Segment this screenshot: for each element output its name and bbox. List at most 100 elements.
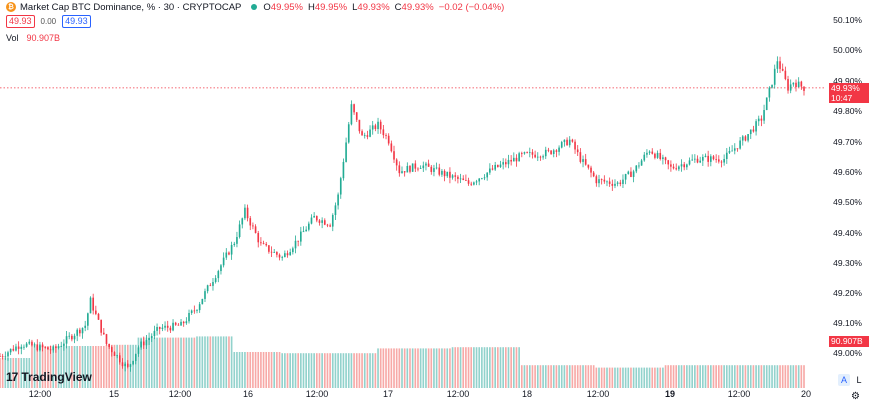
volume-bar [512, 347, 515, 388]
volume-bar [214, 336, 217, 388]
candle-body [739, 140, 741, 149]
volume-bar [489, 347, 491, 388]
volume-bar [550, 365, 552, 388]
volume-bar [206, 336, 209, 388]
candle-body [752, 129, 755, 132]
candle-body [302, 231, 305, 233]
candle-body [23, 346, 25, 348]
volume-bar [305, 353, 307, 388]
volume-bar [76, 346, 79, 388]
volume-bar [736, 365, 739, 388]
volume-bar [494, 347, 497, 388]
candle-body [124, 363, 126, 367]
volume-bar [337, 353, 339, 388]
candle-body [326, 224, 329, 226]
candle-body [153, 330, 156, 337]
candle-body [749, 129, 752, 135]
candle-body [515, 157, 518, 162]
volume-bar [667, 365, 670, 388]
candle-body [608, 181, 611, 184]
volume-bar [528, 365, 531, 388]
candle-body [217, 271, 220, 279]
volume-bar [7, 358, 9, 388]
volume-bar [182, 337, 185, 388]
symbol-title[interactable]: Market Cap BTC Dominance, % · 30 · CRYPT… [20, 1, 242, 13]
candle-body [28, 341, 31, 344]
candle-body [220, 265, 222, 272]
volume-bar [313, 353, 315, 388]
volume-bar [116, 344, 118, 388]
candle-body [233, 243, 236, 246]
candle-body [731, 150, 733, 152]
current-price-value: 49.93% [831, 82, 860, 93]
volume-bar [366, 353, 369, 388]
time-axis-label: 16 [242, 389, 254, 399]
volume-bar [688, 365, 691, 388]
volume-bar [134, 344, 137, 388]
volume-bar [137, 337, 140, 388]
volume-bar [587, 365, 590, 388]
candle-body [140, 341, 142, 348]
candle-body [369, 129, 371, 137]
candle-body [558, 147, 560, 152]
volume-bar [622, 367, 624, 388]
tradingview-logo[interactable]: 17 TradingView [6, 370, 92, 384]
volume-bar [4, 358, 7, 388]
volume-bar [536, 365, 539, 388]
candle-body [63, 343, 65, 346]
candle-body [592, 172, 595, 177]
candle-body [374, 125, 377, 130]
volume-bar [675, 365, 678, 388]
candle-body [600, 179, 603, 180]
candle-body [249, 218, 252, 226]
candle-body [95, 310, 97, 314]
candle-body [254, 226, 257, 234]
candle-body [84, 325, 87, 328]
candle-body [25, 343, 28, 347]
volume-bar [670, 365, 672, 388]
candle-body [310, 217, 313, 224]
volume-bar [220, 336, 222, 388]
volume-bar [441, 348, 443, 388]
volume-bar [566, 365, 568, 388]
auto-scale-button[interactable]: A [838, 374, 850, 386]
volume-bar [712, 365, 715, 388]
volume-bar [73, 346, 76, 388]
candle-body [619, 182, 622, 184]
candle-body [292, 248, 294, 253]
volume-bar [39, 346, 41, 388]
volume-bar [459, 347, 462, 388]
volume-bar [361, 353, 363, 388]
ohlc-change: −0.02 (−0.04%) [438, 1, 505, 13]
volume-bar [672, 365, 675, 388]
candle-body [137, 347, 140, 354]
chart-settings-gear-icon[interactable]: ⚙ [851, 391, 860, 402]
sell-price-button[interactable]: 49.93 [6, 15, 35, 28]
volume-bar [683, 365, 686, 388]
candle-body [670, 164, 672, 167]
candle-body [433, 168, 435, 172]
candle-body [273, 252, 276, 253]
candle-body [640, 160, 643, 166]
volume-bar [209, 336, 212, 388]
volume-bar [36, 346, 39, 388]
candle-body [334, 205, 337, 216]
volume-bar [262, 352, 265, 388]
candle-body [406, 165, 409, 173]
candle-body [622, 179, 624, 184]
candle-body [241, 218, 244, 225]
candle-body [443, 170, 446, 177]
volume-bar [568, 365, 571, 388]
volume-bar [382, 348, 385, 388]
volume-bar [174, 337, 177, 388]
candle-body [132, 360, 134, 365]
buy-price-button[interactable]: 49.93 [62, 15, 91, 28]
candle-body [377, 121, 379, 130]
volume-label: Vol [6, 33, 19, 43]
candle-body [190, 310, 193, 313]
candle-body [262, 243, 265, 245]
log-scale-button[interactable]: L [856, 375, 862, 385]
volume-bar [55, 346, 57, 388]
volume-bar [110, 344, 113, 388]
